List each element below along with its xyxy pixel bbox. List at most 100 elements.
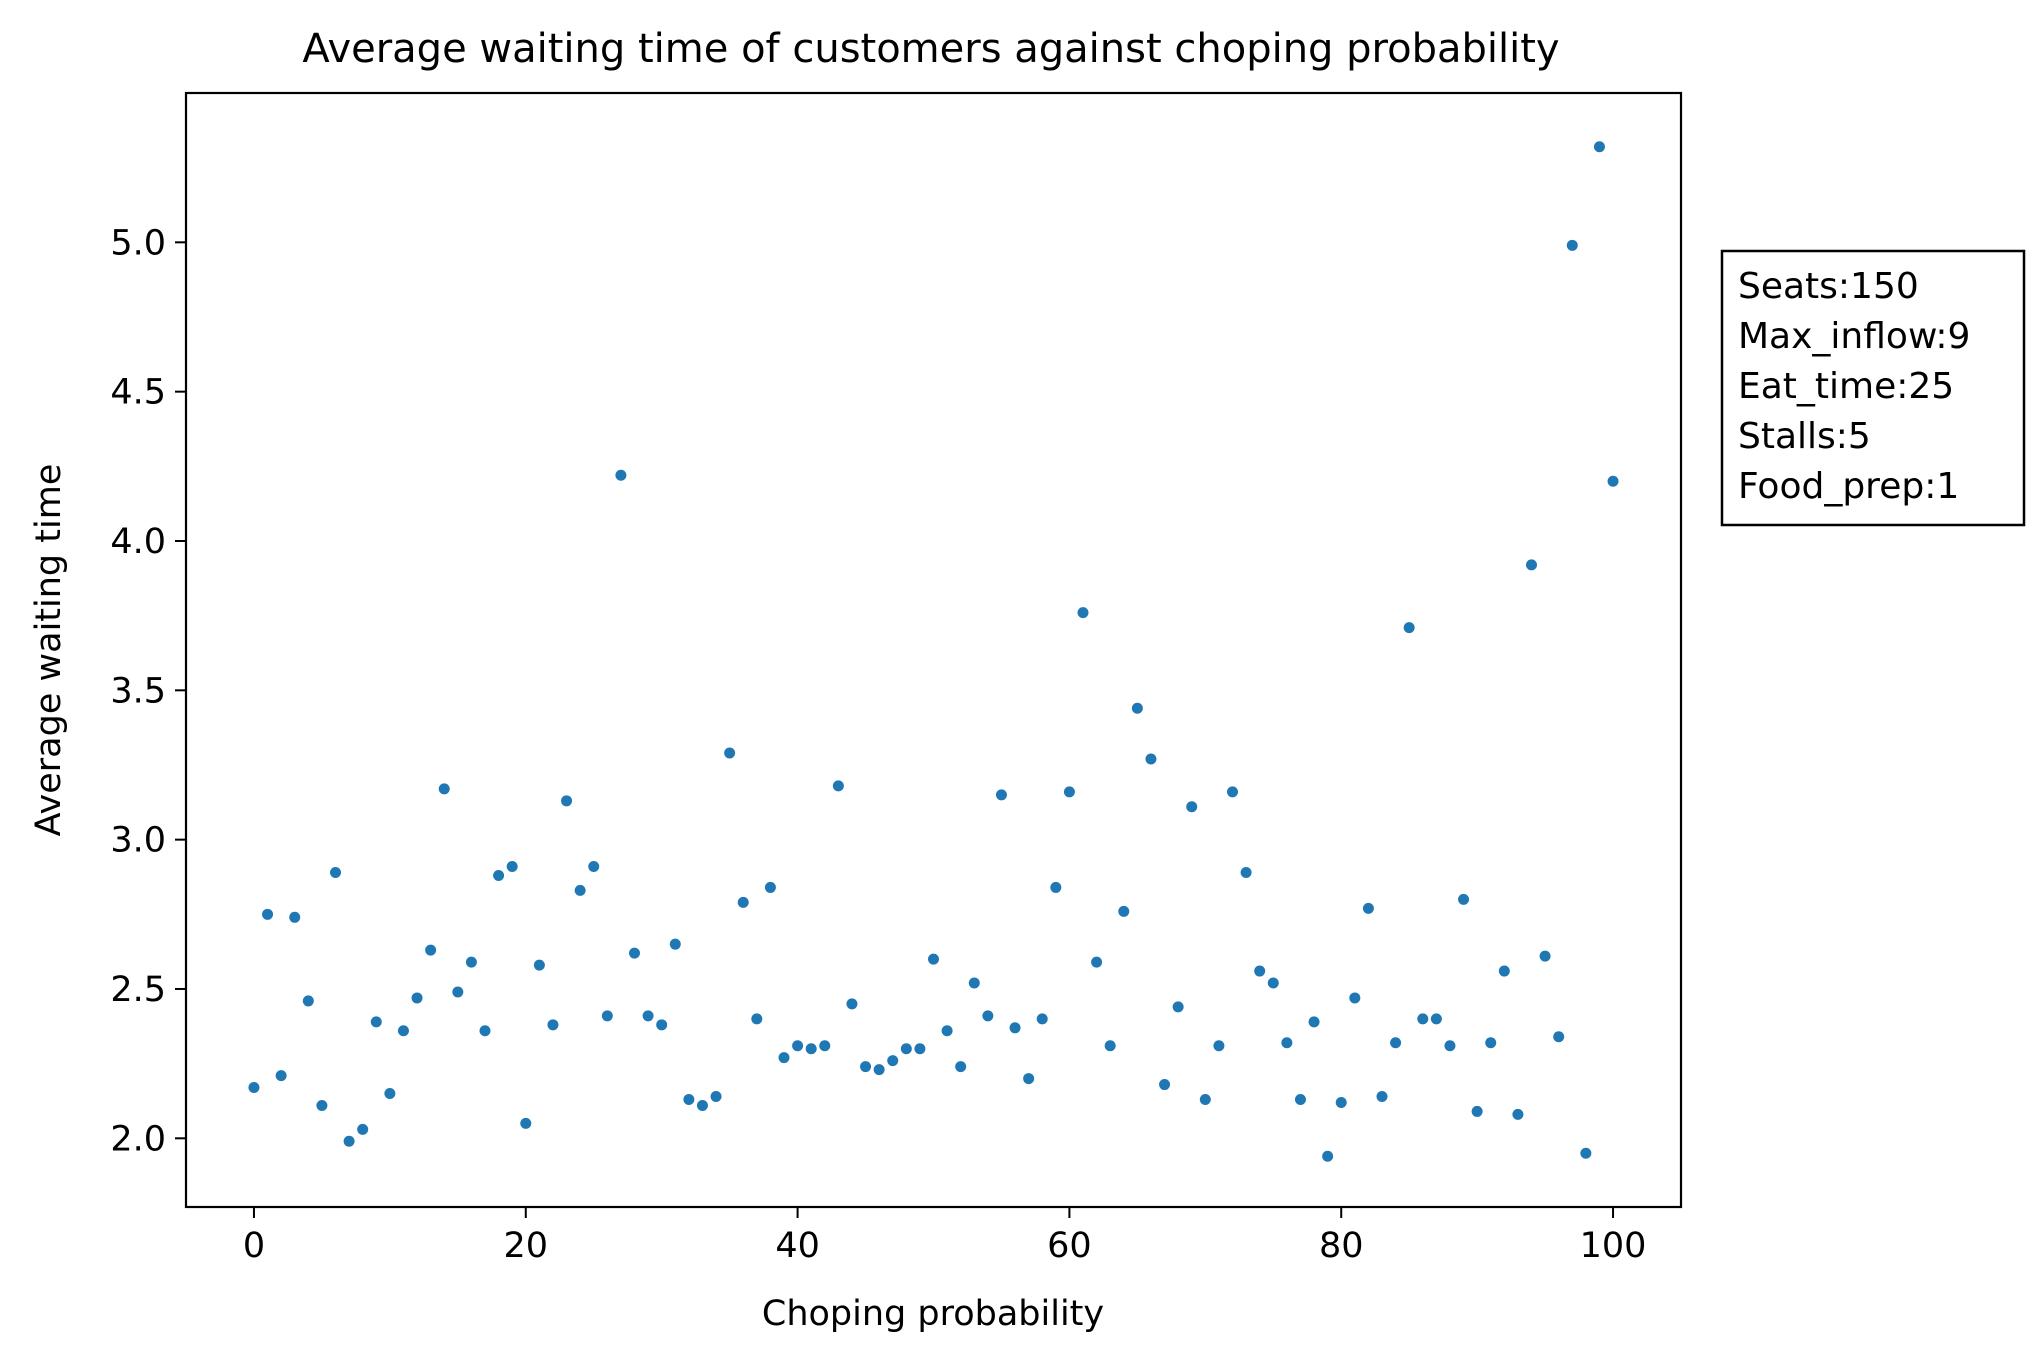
scatter-point <box>1294 1093 1306 1105</box>
scatter-point <box>968 977 980 989</box>
scatter-point <box>1580 1147 1592 1159</box>
x-axis-label: Choping probability <box>762 1294 1104 1334</box>
scatter-point <box>1063 786 1075 798</box>
scatter-point <box>479 1025 491 1037</box>
scatter-point <box>1539 950 1551 962</box>
scatter-point <box>1254 965 1266 977</box>
scatter-point <box>330 867 341 879</box>
scatter-point <box>724 747 736 759</box>
scatter-point <box>1213 1040 1225 1052</box>
scatter-point <box>696 1099 708 1111</box>
scatter-point <box>900 1043 912 1055</box>
y-tick-label: 4.0 <box>110 522 166 562</box>
scatter-point <box>1498 965 1510 977</box>
scatter-point <box>302 995 314 1007</box>
scatter-point <box>629 947 640 959</box>
scatter-point <box>1458 893 1470 905</box>
x-tick-label: 40 <box>775 1226 820 1266</box>
scatter-point <box>343 1135 355 1147</box>
scatter-point <box>941 1025 953 1037</box>
scatter-point <box>914 1043 926 1055</box>
scatter-point <box>642 1010 654 1022</box>
scatter-point <box>1553 1031 1565 1043</box>
y-tick-label: 2.5 <box>110 970 166 1010</box>
scatter-point <box>1485 1037 1497 1049</box>
scatter-point <box>1118 905 1130 917</box>
scatter-point <box>506 861 518 873</box>
annotation-line-stalls: Stalls:5 <box>1738 416 1871 457</box>
scatter-point <box>588 861 600 873</box>
x-axis: 0 20 40 60 80 100 <box>243 1207 1647 1266</box>
scatter-point <box>1471 1105 1483 1117</box>
plot-area-frame <box>184 91 1683 1209</box>
scatter-point <box>574 884 586 896</box>
scatter-point <box>1430 1013 1442 1025</box>
scatter-point <box>1335 1096 1347 1108</box>
scatter-point <box>1172 1001 1184 1013</box>
x-tick-label: 100 <box>1580 1226 1647 1266</box>
scatter-point <box>1444 1040 1456 1052</box>
scatter-point <box>248 1082 260 1094</box>
scatter-point <box>1390 1037 1402 1049</box>
scatter-point <box>1240 867 1252 879</box>
scatter-point <box>928 953 939 965</box>
scatter-point <box>1159 1079 1171 1091</box>
scatter-point <box>438 783 450 795</box>
scatter-point <box>1349 992 1361 1004</box>
scatter-point <box>1077 607 1089 619</box>
scatter-point <box>819 1040 831 1052</box>
scatter-point <box>683 1093 695 1105</box>
scatter-point <box>520 1117 532 1129</box>
scatter-point <box>846 998 858 1010</box>
scatter-point <box>1417 1013 1429 1025</box>
scatter-point <box>425 944 437 956</box>
scatter-point <box>1023 1073 1035 1085</box>
scatter-point <box>1526 559 1537 571</box>
scatter-point <box>452 986 464 998</box>
scatter-point <box>764 881 776 893</box>
scatter-point <box>995 789 1007 801</box>
scatter-point <box>1186 801 1198 813</box>
y-tick-label: 2.0 <box>110 1119 166 1159</box>
scatter-point <box>370 1016 382 1028</box>
scatter-point <box>1593 141 1605 153</box>
scatter-point <box>656 1019 668 1031</box>
scatter-point <box>751 1013 763 1025</box>
scatter-point <box>737 896 749 908</box>
y-tick-label: 3.5 <box>110 671 166 711</box>
scatter-point <box>1091 956 1103 968</box>
scatter-point <box>289 911 301 923</box>
scatter-point <box>1566 239 1578 251</box>
scatter-point <box>778 1052 790 1064</box>
scatter-point <box>1607 475 1619 487</box>
scatter-point <box>465 956 477 968</box>
scatter-point <box>561 795 573 807</box>
scatter-point <box>384 1088 396 1100</box>
scatter-point <box>873 1064 885 1076</box>
scatter-point <box>1281 1037 1293 1049</box>
y-tick-label: 5.0 <box>110 223 166 263</box>
scatter-point <box>1403 622 1415 634</box>
scatter-point <box>1308 1016 1320 1028</box>
scatter-point <box>955 1061 967 1073</box>
scatter-point <box>547 1019 559 1031</box>
annotation-box <box>1720 249 2026 527</box>
x-tick-label: 60 <box>1047 1226 1092 1266</box>
scatter-point <box>1512 1108 1524 1120</box>
scatter-point <box>1322 1150 1334 1162</box>
scatter-point <box>533 959 545 971</box>
scatter-point <box>1362 902 1374 914</box>
annotation-line-food-prep: Food_prep:1 <box>1738 466 1959 507</box>
scatter-point <box>669 938 681 950</box>
x-tick-label: 0 <box>243 1226 265 1266</box>
scatter-point <box>1267 977 1279 989</box>
parameters-annotation: Seats:150 Max_inflow:9 Eat_time:25 Stall… <box>1720 249 2026 527</box>
scatter-point <box>397 1025 409 1037</box>
scatter-point <box>982 1010 994 1022</box>
scatter-point <box>832 780 844 792</box>
x-tick-label: 20 <box>503 1226 548 1266</box>
scatter-point <box>1376 1090 1388 1102</box>
annotation-line-seats: Seats:150 <box>1738 266 1919 307</box>
scatter-point <box>357 1123 369 1135</box>
